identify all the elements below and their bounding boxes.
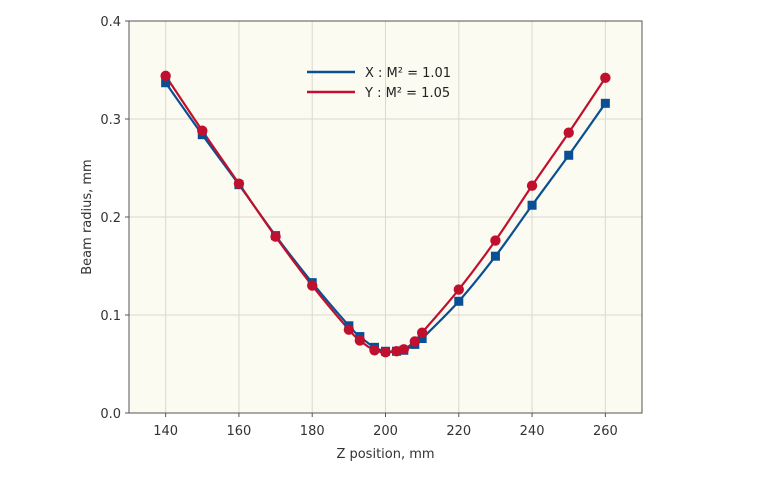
y-tick-label: 0.1	[100, 309, 121, 324]
data-point-y	[600, 72, 611, 84]
data-point-y	[343, 324, 355, 335]
x-tick-label: 260	[593, 424, 618, 439]
x-tick-label: 240	[520, 424, 545, 439]
x-tick-label: 160	[227, 424, 252, 439]
data-point-x	[527, 200, 537, 210]
data-point-y	[490, 235, 501, 246]
x-tick-label: 200	[373, 424, 398, 439]
data-point-y	[270, 231, 281, 242]
x-tick-label: 180	[300, 424, 325, 439]
data-point-y	[416, 327, 428, 338]
x-tick-label: 140	[153, 424, 178, 439]
data-point-y	[563, 127, 574, 138]
legend-label-y: Y : M² = 1.05	[364, 86, 450, 101]
data-point-y	[526, 180, 538, 191]
data-point-x	[161, 78, 171, 88]
x-axis-label: Z position, mm	[336, 447, 434, 462]
data-point-y	[453, 284, 464, 295]
data-point-y	[398, 344, 410, 355]
data-point-x	[600, 98, 610, 108]
data-point-y	[307, 280, 318, 291]
y-tick-label: 0.4	[100, 15, 121, 30]
x-tick-label: 220	[446, 424, 471, 439]
legend-label-x: X : M² = 1.01	[365, 66, 451, 81]
data-point-y	[160, 70, 171, 82]
data-point-x	[454, 296, 464, 306]
data-point-y	[380, 347, 391, 358]
data-point-y	[197, 125, 208, 136]
data-point-y	[354, 335, 366, 346]
data-point-y	[369, 345, 380, 356]
data-point-x	[564, 150, 574, 160]
y-axis-label: Beam radius, mm	[80, 159, 95, 274]
series-line-y	[164, 75, 607, 354]
y-tick-label: 0.3	[100, 113, 121, 128]
y-tick-label: 0.0	[100, 407, 121, 422]
data-point-x	[490, 251, 500, 261]
data-point-x	[417, 334, 427, 344]
y-tick-label: 0.2	[100, 211, 121, 226]
data-point-y	[409, 336, 421, 347]
data-point-y	[233, 178, 245, 189]
